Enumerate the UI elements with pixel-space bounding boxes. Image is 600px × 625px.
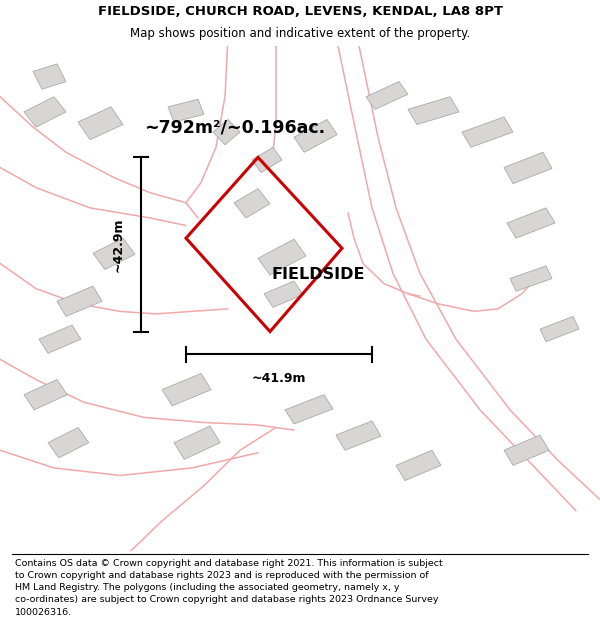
Polygon shape — [408, 97, 459, 124]
Text: FIELDSIDE, CHURCH ROAD, LEVENS, KENDAL, LA8 8PT: FIELDSIDE, CHURCH ROAD, LEVENS, KENDAL, … — [97, 4, 503, 18]
Polygon shape — [33, 64, 66, 89]
Polygon shape — [462, 117, 513, 148]
Polygon shape — [93, 238, 135, 269]
Polygon shape — [213, 119, 240, 145]
Text: ~41.9m: ~41.9m — [252, 372, 306, 385]
Polygon shape — [294, 119, 337, 152]
Polygon shape — [24, 379, 67, 410]
Polygon shape — [366, 82, 408, 109]
Text: ~42.9m: ~42.9m — [112, 217, 125, 272]
Polygon shape — [507, 208, 555, 238]
Polygon shape — [258, 239, 306, 275]
Polygon shape — [78, 107, 123, 139]
Polygon shape — [24, 97, 66, 127]
Text: ~792m²/~0.196ac.: ~792m²/~0.196ac. — [144, 118, 325, 136]
Polygon shape — [48, 428, 89, 458]
Polygon shape — [540, 316, 579, 342]
Polygon shape — [57, 286, 102, 316]
Polygon shape — [504, 435, 549, 466]
Polygon shape — [174, 426, 220, 459]
Polygon shape — [162, 374, 211, 406]
Polygon shape — [234, 189, 270, 218]
Polygon shape — [39, 325, 81, 353]
Polygon shape — [396, 450, 441, 481]
Text: Contains OS data © Crown copyright and database right 2021. This information is : Contains OS data © Crown copyright and d… — [15, 559, 443, 617]
Polygon shape — [264, 281, 303, 308]
Text: Map shows position and indicative extent of the property.: Map shows position and indicative extent… — [130, 27, 470, 40]
Polygon shape — [336, 421, 381, 450]
Polygon shape — [285, 395, 333, 424]
Text: FIELDSIDE: FIELDSIDE — [271, 267, 365, 282]
Polygon shape — [504, 152, 552, 184]
Polygon shape — [168, 99, 204, 122]
Polygon shape — [252, 148, 282, 173]
Polygon shape — [510, 266, 552, 291]
